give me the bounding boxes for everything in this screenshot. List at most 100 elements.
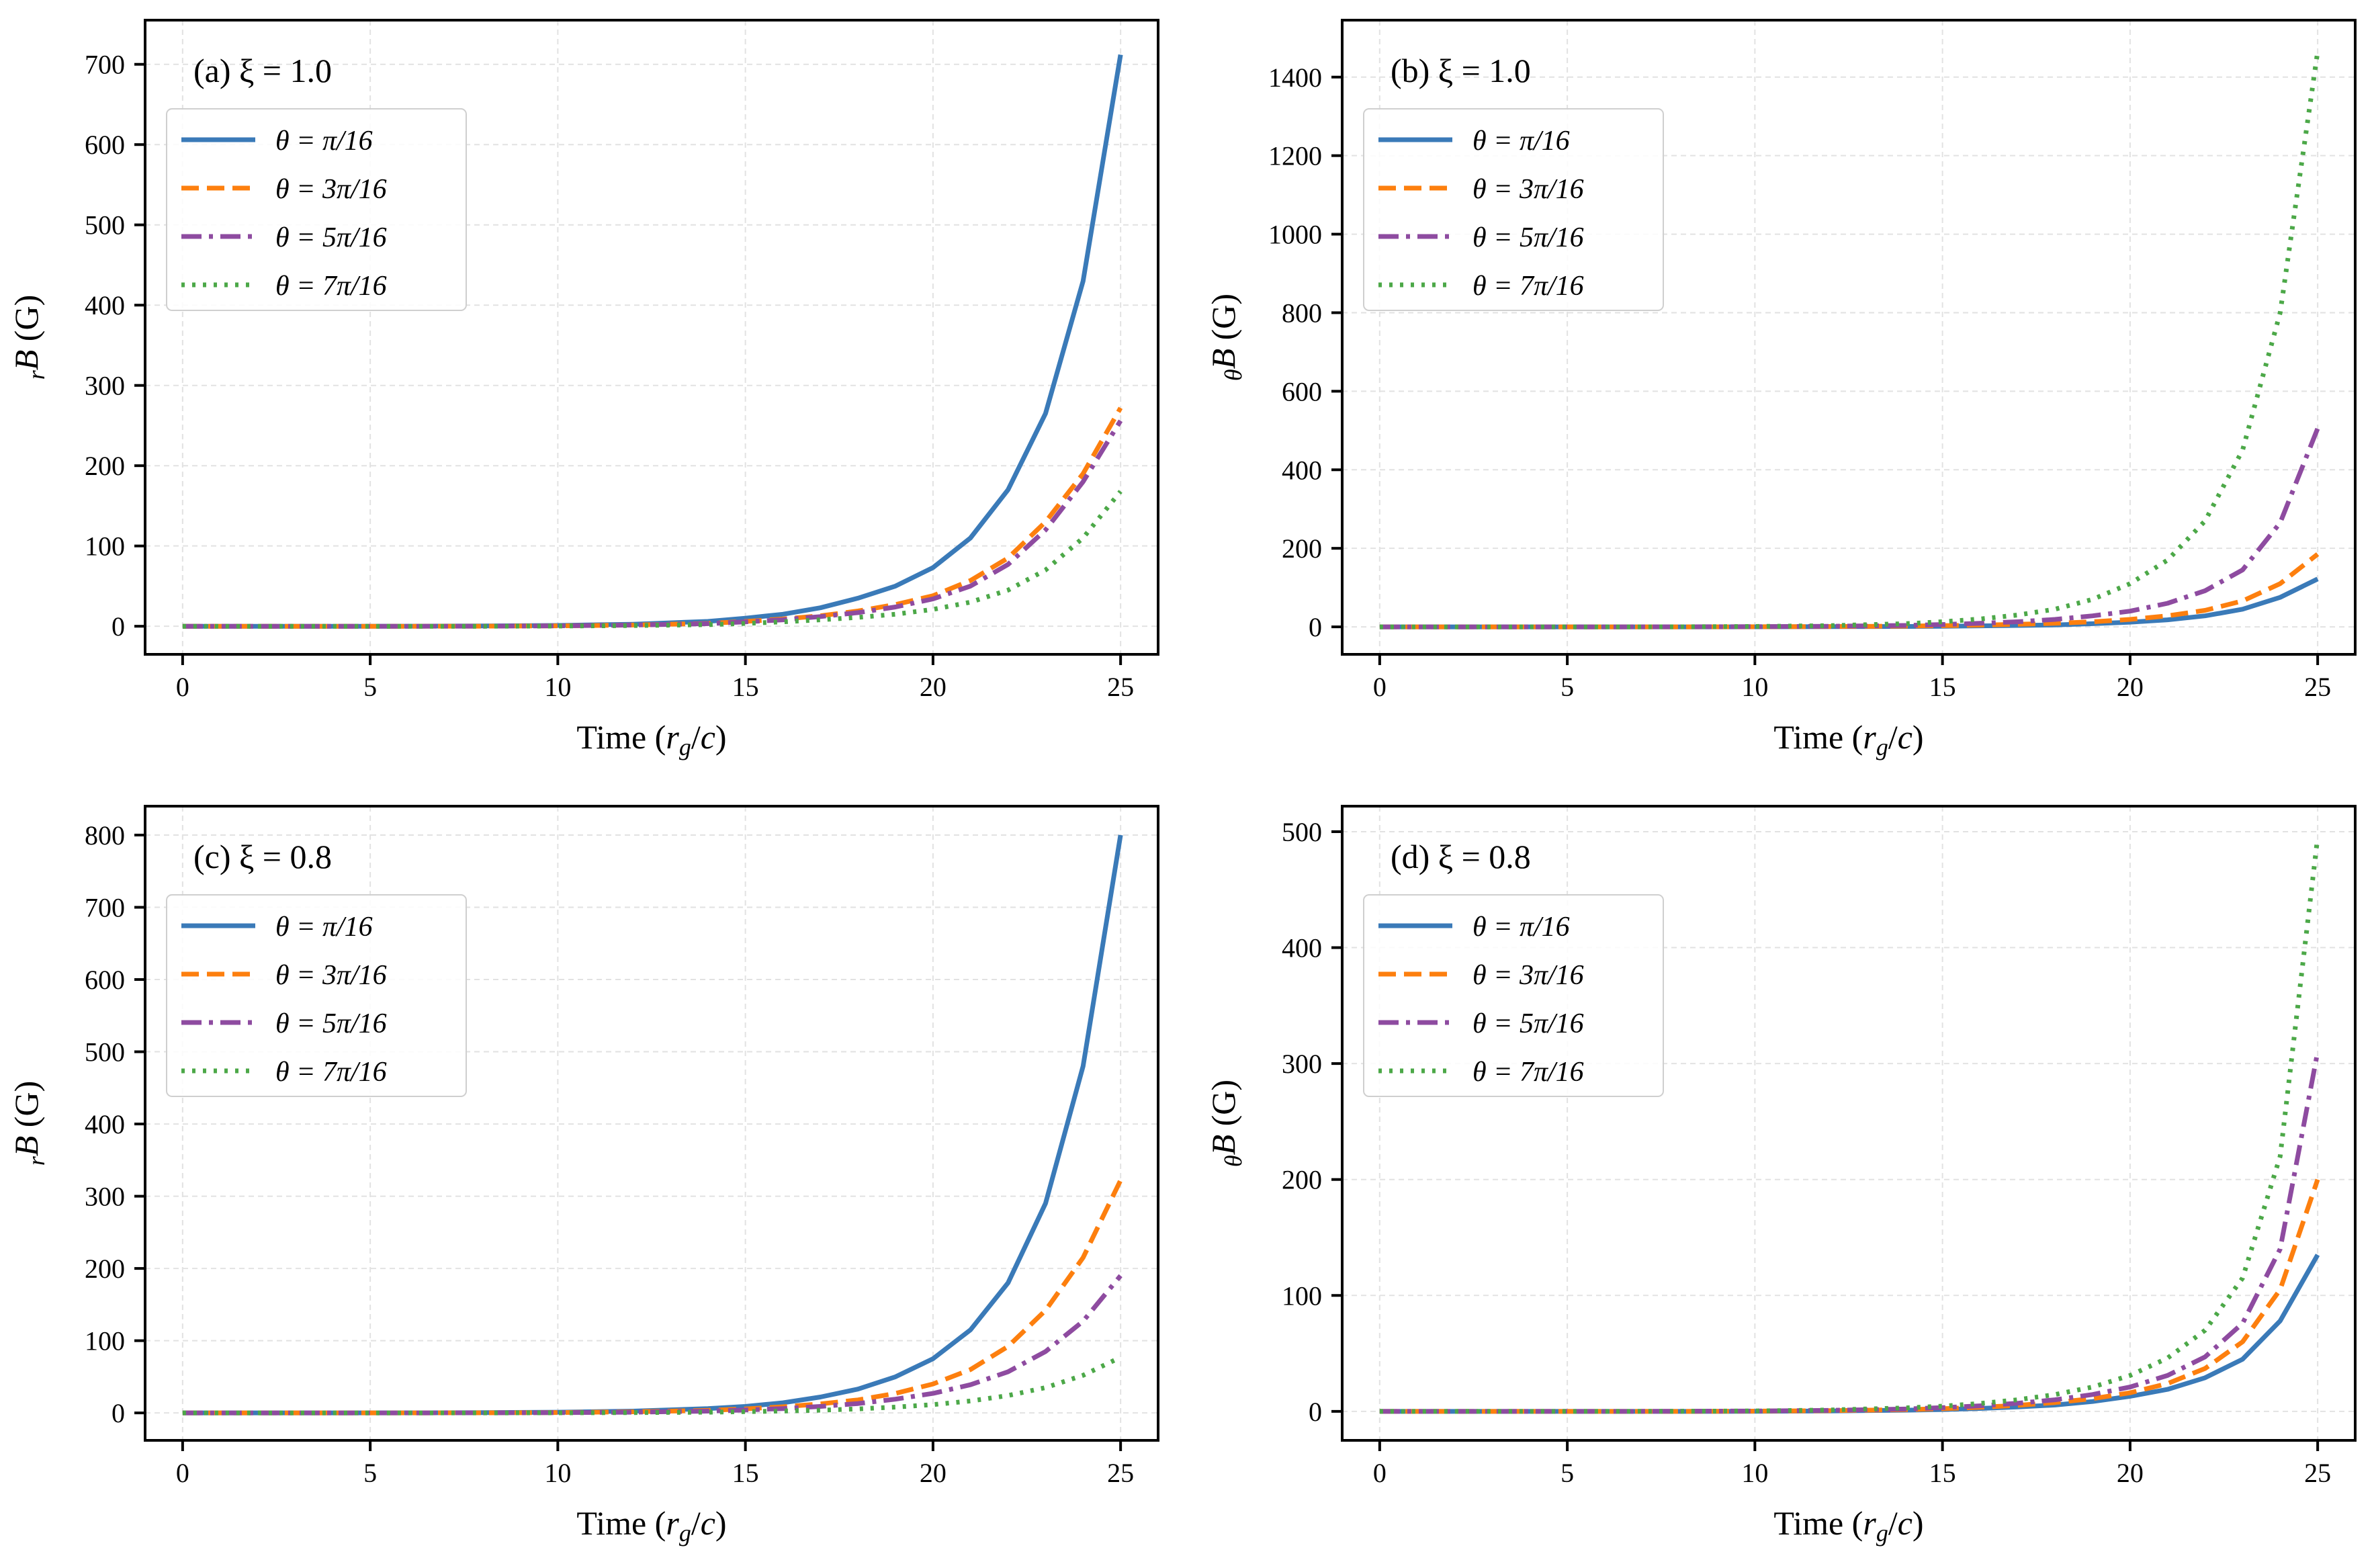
- legend-entry-3: θ = 5π/16: [1472, 222, 1584, 253]
- x-tick-label: 5: [1560, 672, 1574, 702]
- legend-entry-4: θ = 7π/16: [1472, 271, 1584, 302]
- x-tick-label: 5: [1560, 1458, 1574, 1488]
- panel-d: 0 5 10 15 20 25 0 100 200 300 400 500 (d) ξ = 0.8 θ…: [1204, 805, 2357, 1547]
- y-tick-label: 800: [1282, 298, 1322, 328]
- legend-entry-2: θ = 3π/16: [1472, 174, 1584, 205]
- x-tick-label: 20: [920, 672, 947, 702]
- x-tick-label: 5: [363, 1458, 377, 1488]
- y-tick-label: 100: [85, 1326, 125, 1356]
- x-tick-label: 25: [2304, 1458, 2331, 1488]
- legend-entry-4: θ = 7π/16: [275, 1057, 387, 1088]
- legend-entry-3: θ = 5π/16: [275, 222, 387, 253]
- y-axis-label: rB (G): [7, 1081, 50, 1166]
- panel-a: 0 5 10 15 20 25 0 100 200 300 400 500 600 700 (a) ξ =…: [7, 19, 1159, 760]
- x-tick-label: 15: [732, 1458, 759, 1488]
- plot-lines: [1379, 51, 2320, 629]
- x-axis-label: Time (rg/c): [576, 1504, 726, 1547]
- x-tick-label: 25: [2304, 672, 2331, 702]
- y-tick-label: 100: [1282, 1280, 1322, 1311]
- legend-entry-3: θ = 5π/16: [275, 1008, 387, 1039]
- y-tick-label: 700: [85, 893, 125, 923]
- y-tick-label: 400: [1282, 933, 1322, 963]
- panel-c: 0 5 10 15 20 25 0 100 200 300 400 500 600 700 800 (c) …: [7, 805, 1159, 1547]
- y-tick-label: 300: [85, 371, 125, 401]
- x-tick-label: 10: [544, 1458, 571, 1488]
- x-tick-label: 20: [2117, 672, 2144, 702]
- legend: θ = π/16 θ = 3π/16 θ = 5π/16 θ = 7π/16: [1363, 108, 1664, 311]
- panel-label: (c) ξ = 0.8: [193, 838, 332, 875]
- x-tick-label: 0: [1373, 672, 1387, 702]
- x-tick-label: 5: [363, 672, 377, 702]
- y-tick-label: 0: [112, 1398, 125, 1428]
- x-tick-label: 20: [2117, 1458, 2144, 1488]
- x-tick-label: 10: [544, 672, 571, 702]
- y-tick-label: 0: [112, 611, 125, 642]
- legend-frame: [1363, 108, 1664, 311]
- axes-frame: [144, 19, 1159, 656]
- y-tick-label: 300: [85, 1182, 125, 1212]
- x-axis-label: Time (rg/c): [1773, 1504, 1923, 1547]
- axis-ticks: 0 5 10 15 20 25 0 200 400 600 800 1000 1200 1400: [1268, 62, 2331, 702]
- y-tick-label: 200: [85, 451, 125, 481]
- series-line-4: [1379, 837, 2320, 1414]
- legend-entry-4: θ = 7π/16: [275, 271, 387, 302]
- panel-label: (b) ξ = 1.0: [1391, 52, 1531, 89]
- y-tick-label: 500: [1282, 817, 1322, 847]
- legend-entry-4: θ = 7π/16: [1472, 1057, 1584, 1088]
- y-tick-label: 600: [85, 965, 125, 995]
- y-tick-label: 300: [1282, 1049, 1322, 1079]
- y-tick-label: 400: [85, 290, 125, 320]
- legend-entry-2: θ = 3π/16: [275, 174, 387, 205]
- y-tick-label: 800: [85, 820, 125, 851]
- y-tick-label: 600: [1282, 376, 1322, 406]
- y-tick-label: 500: [85, 1037, 125, 1068]
- y-tick-label: 400: [1282, 455, 1322, 485]
- y-axis-label: rB (G): [7, 295, 50, 380]
- y-tick-label: 200: [85, 1254, 125, 1284]
- series-line-4: [182, 490, 1123, 629]
- y-tick-label: 600: [85, 130, 125, 160]
- x-tick-label: 0: [176, 1458, 189, 1488]
- panel-b: 0 5 10 15 20 25 0 200 400 600 800 1000 1200 1400 (b) …: [1204, 19, 2357, 760]
- legend-frame: [166, 894, 467, 1097]
- legend-entry-1: θ = π/16: [1472, 126, 1570, 157]
- series-line-3: [182, 419, 1123, 629]
- axis-ticks: 0 5 10 15 20 25 0 100 200 300 400 500 600 700 800: [85, 820, 1134, 1488]
- legend: θ = π/16 θ = 3π/16 θ = 5π/16 θ = 7π/16: [1363, 894, 1664, 1097]
- axes-frame: [1341, 19, 2357, 656]
- x-tick-label: 10: [1741, 672, 1768, 702]
- y-axis-label: θB (G): [1204, 294, 1247, 381]
- y-tick-label: 1400: [1268, 62, 1322, 93]
- legend-entry-1: θ = π/16: [1472, 912, 1570, 943]
- x-tick-label: 15: [1929, 1458, 1956, 1488]
- panel-label: (a) ξ = 1.0: [193, 52, 332, 89]
- y-tick-label: 200: [1282, 533, 1322, 564]
- y-axis-label: θB (G): [1204, 1080, 1247, 1167]
- x-tick-label: 0: [1373, 1458, 1387, 1488]
- y-tick-label: 0: [1309, 1397, 1322, 1427]
- y-tick-label: 700: [85, 50, 125, 80]
- y-tick-label: 100: [85, 531, 125, 562]
- panel-label: (d) ξ = 0.8: [1391, 838, 1531, 875]
- y-tick-label: 500: [85, 210, 125, 241]
- x-tick-label: 10: [1741, 1458, 1768, 1488]
- legend-entry-2: θ = 3π/16: [275, 960, 387, 991]
- y-tick-label: 0: [1309, 612, 1322, 642]
- legend-frame: [1363, 894, 1664, 1097]
- plot-lines: [1379, 837, 2320, 1414]
- legend: θ = π/16 θ = 3π/16 θ = 5π/16 θ = 7π/16: [166, 894, 467, 1097]
- y-tick-label: 1000: [1268, 220, 1322, 250]
- x-tick-label: 25: [1107, 672, 1134, 702]
- axis-ticks: 0 5 10 15 20 25 0 100 200 300 400 500: [1282, 817, 2331, 1488]
- legend-entry-3: θ = 5π/16: [1472, 1008, 1584, 1039]
- x-tick-label: 20: [920, 1458, 947, 1488]
- legend-entry-2: θ = 3π/16: [1472, 960, 1584, 991]
- y-tick-label: 400: [85, 1109, 125, 1139]
- x-tick-label: 15: [1929, 672, 1956, 702]
- legend: θ = π/16 θ = 3π/16 θ = 5π/16 θ = 7π/16: [166, 108, 467, 311]
- plot-lines: [182, 834, 1123, 1415]
- x-tick-label: 15: [732, 672, 759, 702]
- plot-lines: [182, 54, 1123, 629]
- legend-frame: [166, 108, 467, 311]
